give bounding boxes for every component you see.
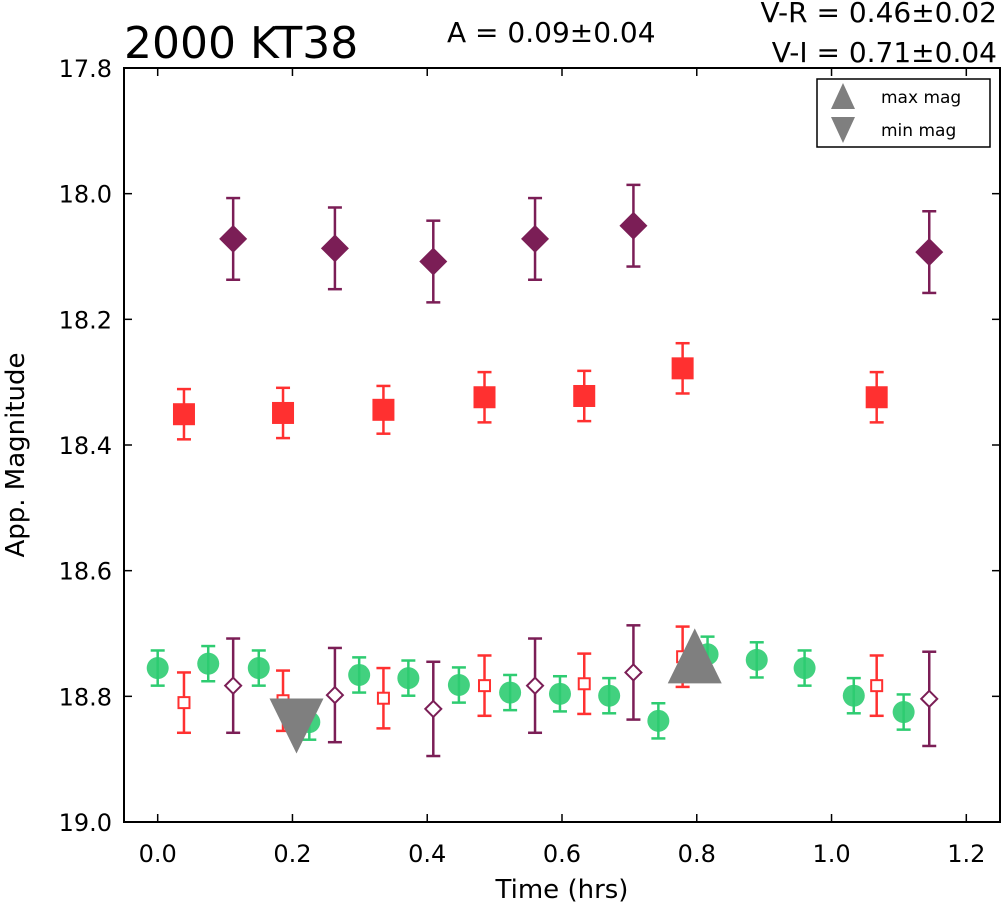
- open-square-marker: [870, 679, 884, 693]
- open-diamond-marker: [423, 699, 443, 719]
- open-diamond-marker: [325, 685, 345, 705]
- circle-marker: [598, 684, 621, 707]
- max-mag-marker: [667, 628, 722, 684]
- open-diamond-marker: [223, 676, 243, 696]
- data-marks: [146, 183, 944, 758]
- diamond-marker: [915, 238, 944, 267]
- y-tick-label: 17.8: [59, 55, 112, 83]
- open-square-marker: [177, 696, 191, 710]
- x-tick-label: 0.8: [678, 840, 716, 868]
- amplitude-annotation: A = 0.09±0.04: [447, 16, 656, 49]
- open-diamond-marker: [525, 676, 545, 696]
- tick-labels: 0.0 0.2 0.4 0.6 0.8 1.0 1.2 17.8 18.0 18.2 18.4 18.…: [59, 55, 986, 868]
- x-axis-label: Time (hrs): [495, 875, 629, 904]
- y-axis-label: App. Magnitude: [1, 352, 31, 557]
- open-square-marker: [577, 677, 591, 691]
- circle-marker: [892, 701, 915, 724]
- chart-title: 2000 KT38: [124, 18, 358, 69]
- square-marker: [573, 384, 596, 407]
- circle-marker: [146, 657, 169, 680]
- diamond-marker: [521, 224, 550, 253]
- x-tick-label: 1.2: [947, 840, 985, 868]
- square-marker: [671, 357, 694, 380]
- x-tick-label: 0.6: [543, 840, 581, 868]
- circle-marker: [793, 657, 816, 680]
- circle-marker: [842, 684, 865, 707]
- y-tick-label: 18.2: [59, 306, 112, 334]
- x-tick-label: 0.0: [139, 840, 177, 868]
- x-tick-label: 0.4: [408, 840, 446, 868]
- v-r-color-annotation: V-R = 0.46±0.02: [761, 0, 997, 29]
- circle-marker: [197, 652, 220, 675]
- circle-marker: [348, 663, 371, 686]
- diamond-marker: [219, 224, 248, 253]
- diamond-marker: [619, 211, 648, 240]
- open-square-marker: [376, 691, 390, 705]
- circle-marker: [247, 657, 270, 680]
- min-mag-marker: [269, 698, 324, 754]
- open-square-marker: [478, 679, 492, 693]
- y-tick-label: 18.6: [59, 558, 112, 586]
- circle-marker: [397, 667, 420, 690]
- y-tick-label: 18.0: [59, 181, 112, 209]
- open-diamond-marker: [624, 663, 643, 682]
- open-diamond-marker: [919, 689, 939, 709]
- legend-max-mag-label: max mag: [881, 88, 961, 108]
- y-tick-label: 18.8: [59, 683, 112, 711]
- x-tick-label: 0.2: [273, 840, 311, 868]
- circle-marker: [745, 648, 768, 671]
- square-marker: [473, 386, 496, 409]
- legend-max-mag-marker: [831, 83, 855, 109]
- x-tick-label: 1.0: [812, 840, 850, 868]
- legend-min-mag-label: min mag: [881, 121, 956, 141]
- axis-ticks: [124, 67, 1000, 823]
- circle-marker: [499, 681, 522, 704]
- plot-frame: [123, 67, 1001, 823]
- circle-marker: [548, 682, 571, 705]
- square-marker: [865, 386, 888, 409]
- square-marker: [372, 398, 395, 421]
- y-tick-label: 19.0: [59, 809, 112, 837]
- diamond-marker: [320, 234, 349, 263]
- square-marker: [172, 403, 195, 426]
- diamond-marker: [419, 247, 448, 276]
- y-tick-label: 18.4: [59, 432, 112, 460]
- legend: max mag min mag: [816, 78, 991, 148]
- legend-min-mag-marker: [831, 117, 855, 143]
- circle-marker: [647, 709, 670, 732]
- circle-marker: [447, 674, 470, 697]
- v-i-color-annotation: V-I = 0.71±0.04: [772, 36, 997, 69]
- square-marker: [272, 401, 295, 424]
